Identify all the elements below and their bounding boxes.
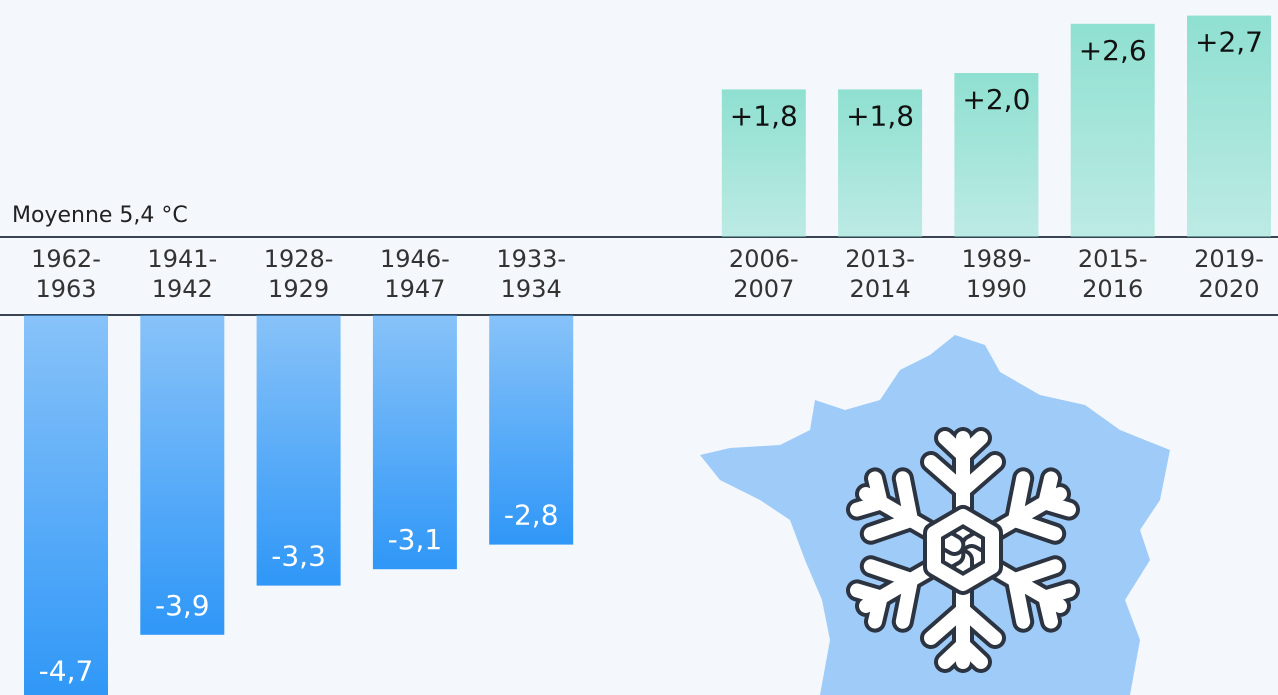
value-label: +1,8 bbox=[846, 99, 914, 132]
value-label: +1,8 bbox=[730, 99, 798, 132]
bar bbox=[256, 315, 341, 586]
x-tick-label: 2015-2016 bbox=[1078, 245, 1148, 303]
bar bbox=[24, 315, 108, 695]
map-decoration bbox=[700, 335, 1170, 695]
bar bbox=[140, 315, 225, 635]
value-label: -3,9 bbox=[155, 589, 210, 622]
value-label: +2,6 bbox=[1079, 34, 1147, 67]
value-label: +2,7 bbox=[1195, 26, 1263, 59]
value-label: -2,8 bbox=[504, 499, 559, 532]
bar bbox=[954, 73, 1039, 237]
bar bbox=[721, 89, 806, 238]
x-tick-label: 2019-2020 bbox=[1194, 245, 1264, 303]
x-tick-label: 1962-1963 bbox=[31, 245, 101, 303]
average-annotation: Moyenne 5,4 °C bbox=[12, 203, 188, 228]
x-tick-label: 1933-1934 bbox=[496, 245, 566, 303]
x-tick-label: 1928-1929 bbox=[264, 245, 334, 303]
bar bbox=[489, 315, 574, 545]
x-tick-label: 1941-1942 bbox=[147, 245, 217, 303]
bar bbox=[1187, 15, 1271, 237]
value-label: -3,3 bbox=[271, 540, 326, 573]
x-tick-label: 2013-2014 bbox=[845, 245, 915, 303]
value-label: +2,0 bbox=[962, 83, 1030, 116]
bar bbox=[1070, 23, 1155, 237]
value-label: -3,1 bbox=[388, 523, 443, 556]
x-tick-label: 1946-1947 bbox=[380, 245, 450, 303]
bar bbox=[372, 315, 457, 570]
x-tick-label: 2006-2007 bbox=[729, 245, 799, 303]
x-tick-label: 1989-1990 bbox=[962, 245, 1032, 303]
bar bbox=[838, 89, 923, 238]
snowflake bbox=[850, 427, 1076, 662]
value-label: -4,7 bbox=[39, 654, 94, 687]
